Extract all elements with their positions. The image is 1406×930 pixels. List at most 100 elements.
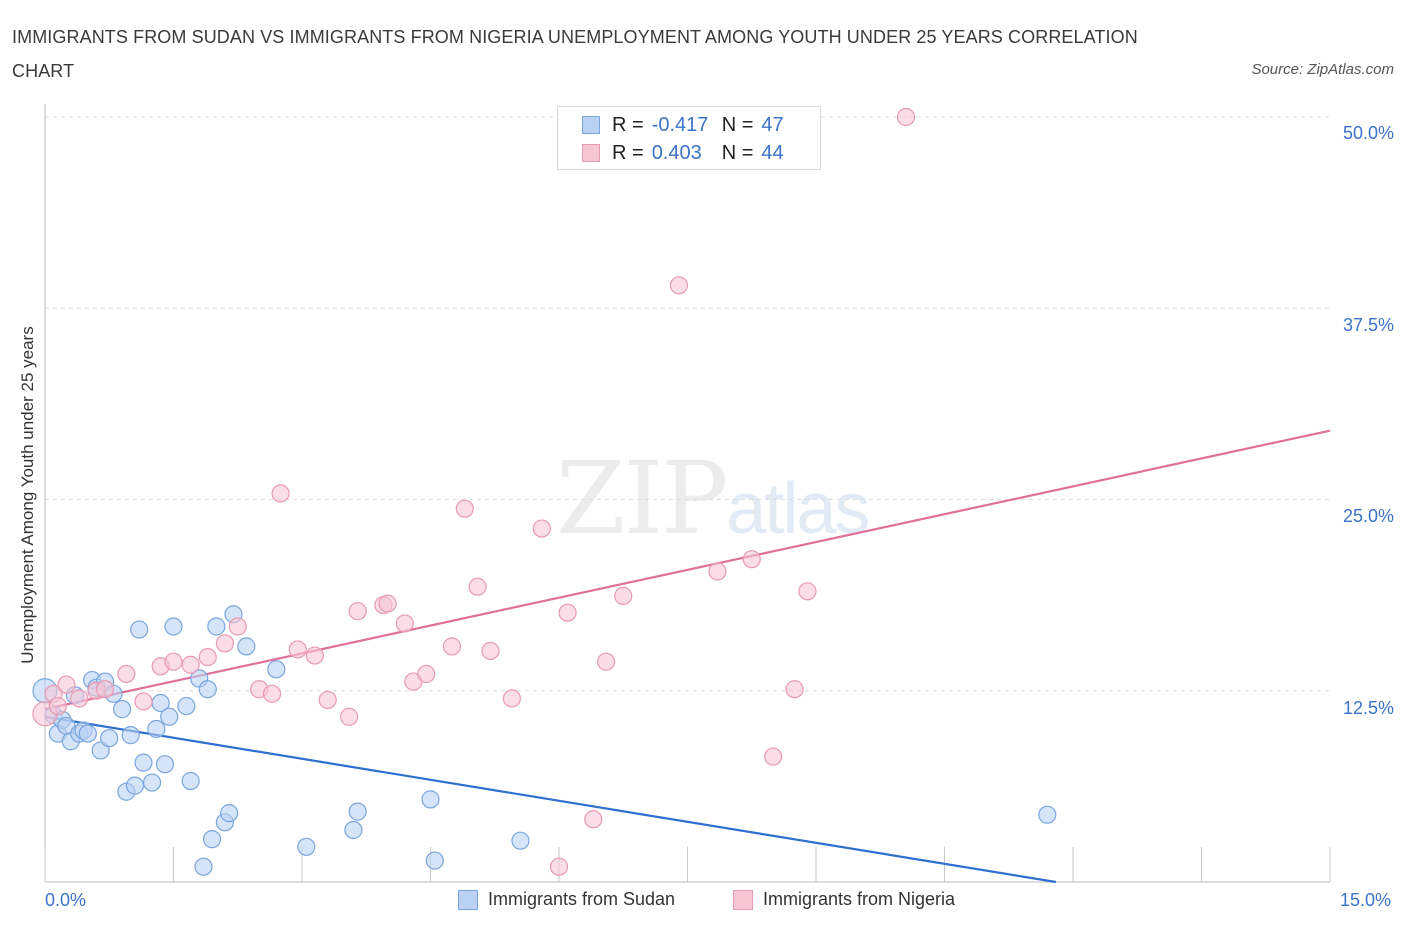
point-sudan <box>421 790 440 809</box>
legend-row-sudan: R = -0.417 N = 47 <box>582 112 784 138</box>
point-nigeria <box>798 582 817 601</box>
point-nigeria <box>340 707 359 726</box>
point-nigeria <box>614 586 633 605</box>
n-label: N = <box>721 141 754 164</box>
point-sudan <box>425 851 444 870</box>
grid-layer <box>45 116 1330 692</box>
point-nigeria <box>288 640 307 659</box>
point-sudan <box>237 637 256 656</box>
legend-item-sudan: Immigrants from Sudan <box>458 889 675 910</box>
point-sudan <box>147 719 166 739</box>
point-nigeria <box>95 680 115 699</box>
point-sudan <box>297 837 316 856</box>
point-sudan <box>78 724 97 743</box>
point-nigeria <box>481 641 500 661</box>
point-nigeria <box>708 562 727 581</box>
legend-item-nigeria: Immigrants from Nigeria <box>733 889 955 910</box>
point-nigeria <box>395 614 414 633</box>
data-points <box>32 107 1057 876</box>
point-nigeria <box>669 276 689 295</box>
r-label: R = <box>612 141 644 164</box>
trend-lines <box>44 429 1331 884</box>
point-sudan <box>194 857 213 876</box>
nigeria-swatch <box>582 144 600 162</box>
trend-line-nigeria <box>44 429 1331 711</box>
point-sudan <box>125 776 145 795</box>
y-tick-label: 25.0% <box>1342 506 1394 526</box>
source-label: Source: ZipAtlas.com <box>1251 61 1394 78</box>
point-sudan <box>121 726 140 745</box>
x-tick-label: 0.0% <box>45 890 87 910</box>
point-nigeria <box>417 664 436 684</box>
point-nigeria <box>896 107 916 127</box>
point-nigeria <box>164 652 183 671</box>
chart-title: IMMIGRANTS FROM SUDAN VS IMMIGRANTS FROM… <box>12 27 1138 81</box>
point-sudan <box>112 700 132 719</box>
point-sudan <box>207 617 226 636</box>
sudan-legend-swatch <box>458 889 478 910</box>
point-nigeria <box>502 689 521 708</box>
y-tick-label: 12.5% <box>1342 698 1394 718</box>
point-nigeria <box>57 675 76 694</box>
point-sudan <box>134 753 153 772</box>
point-sudan <box>177 696 196 716</box>
y-axis-label: Unemployment Among Youth under 25 years <box>18 326 37 664</box>
point-nigeria <box>597 652 616 671</box>
point-nigeria <box>742 550 761 569</box>
point-nigeria <box>442 637 462 656</box>
sudan-swatch <box>582 116 600 134</box>
r-label: R = <box>612 113 644 136</box>
point-sudan <box>142 773 162 792</box>
point-nigeria <box>532 519 551 538</box>
point-nigeria <box>181 655 200 674</box>
legend-row-nigeria: R = 0.403 N = 44 <box>582 140 784 166</box>
point-nigeria <box>228 617 247 636</box>
point-nigeria <box>318 690 337 710</box>
point-sudan <box>181 771 200 791</box>
point-nigeria <box>215 634 234 653</box>
n-label: N = <box>721 113 754 136</box>
point-nigeria <box>468 577 487 596</box>
point-sudan <box>511 831 530 850</box>
point-nigeria <box>558 603 577 622</box>
trend-line-sudan <box>44 715 1057 884</box>
point-nigeria <box>198 647 217 667</box>
axis-layer <box>44 104 1331 883</box>
n-value-sudan: 47 <box>761 113 784 136</box>
point-sudan <box>267 660 286 679</box>
point-nigeria <box>584 810 603 829</box>
point-nigeria <box>764 747 783 766</box>
point-nigeria <box>378 594 397 613</box>
point-sudan <box>155 755 175 774</box>
point-nigeria <box>117 664 136 684</box>
nigeria-legend-swatch <box>733 889 753 910</box>
legend-label-nigeria: Immigrants from Nigeria <box>763 889 956 909</box>
point-sudan <box>198 680 217 699</box>
stats-legend: R = -0.417 N = 47 R = 0.403 N = 44 <box>557 106 821 170</box>
point-nigeria <box>134 692 153 711</box>
point-nigeria <box>305 646 324 665</box>
point-nigeria <box>262 684 282 703</box>
r-value-nigeria: 0.403 <box>651 141 702 164</box>
point-nigeria <box>455 499 474 518</box>
point-sudan <box>344 820 363 840</box>
point-sudan <box>160 707 179 726</box>
point-sudan <box>202 830 222 849</box>
point-nigeria <box>70 689 89 708</box>
y-tick-label: 37.5% <box>1342 315 1394 335</box>
point-sudan <box>1038 805 1057 824</box>
point-sudan <box>100 729 119 748</box>
point-sudan <box>348 802 367 821</box>
x-tick-label: 15.0% <box>1340 890 1392 910</box>
legend-label-sudan: Immigrants from Sudan <box>488 889 676 909</box>
point-nigeria <box>48 696 67 716</box>
point-nigeria <box>271 484 290 503</box>
point-sudan <box>164 617 183 636</box>
point-nigeria <box>785 680 804 699</box>
point-sudan <box>220 804 239 823</box>
y-tick-label: 50.0% <box>1342 123 1394 143</box>
point-sudan <box>130 620 149 639</box>
point-nigeria <box>549 857 569 876</box>
point-nigeria <box>348 602 367 621</box>
